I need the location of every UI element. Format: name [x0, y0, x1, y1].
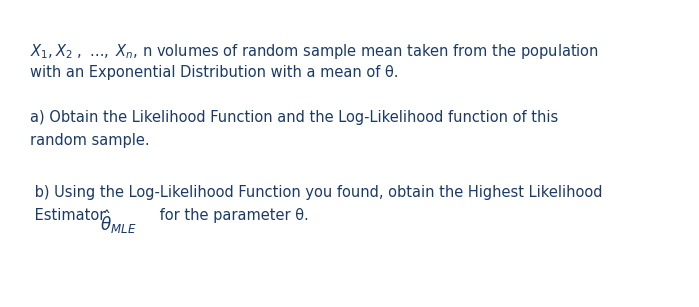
Text: $\hat{\theta}_{MLE}$: $\hat{\theta}_{MLE}$ [100, 208, 136, 235]
Text: Estimator: Estimator [30, 208, 110, 223]
Text: with an Exponential Distribution with a mean of θ.: with an Exponential Distribution with a … [30, 65, 398, 80]
Text: for the parameter θ.: for the parameter θ. [155, 208, 309, 223]
Text: b) Using the Log-Likelihood Function you found, obtain the Highest Likelihood: b) Using the Log-Likelihood Function you… [30, 185, 603, 200]
Text: a) Obtain the Likelihood Function and the Log-Likelihood function of this: a) Obtain the Likelihood Function and th… [30, 110, 559, 125]
Text: random sample.: random sample. [30, 133, 150, 148]
Text: $X_1, X_2\ ,\ \ldots,\ X_n$, n volumes of random sample mean taken from the popu: $X_1, X_2\ ,\ \ldots,\ X_n$, n volumes o… [30, 42, 599, 61]
